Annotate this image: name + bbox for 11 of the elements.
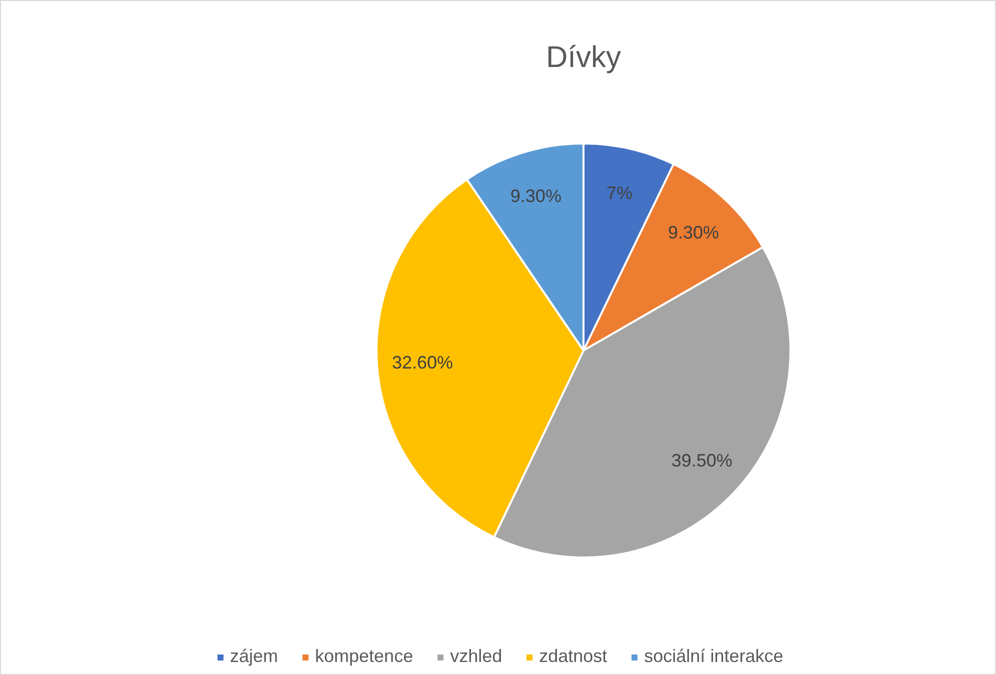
data-label: 39.50% (671, 450, 732, 470)
data-label: 7% (606, 183, 633, 204)
data-label: 9.30% (510, 186, 562, 206)
legend-label: kompetence (315, 646, 414, 667)
legend-label: zdatnost (539, 646, 608, 667)
data-label: 32.60% (392, 352, 454, 373)
data-label: 9.30% (668, 222, 719, 242)
legend-label: zájem (230, 646, 278, 667)
legend-label: sociální interakce (644, 646, 784, 667)
chart-title: Dívky (546, 41, 621, 74)
legend-label: vzhled (450, 646, 502, 667)
